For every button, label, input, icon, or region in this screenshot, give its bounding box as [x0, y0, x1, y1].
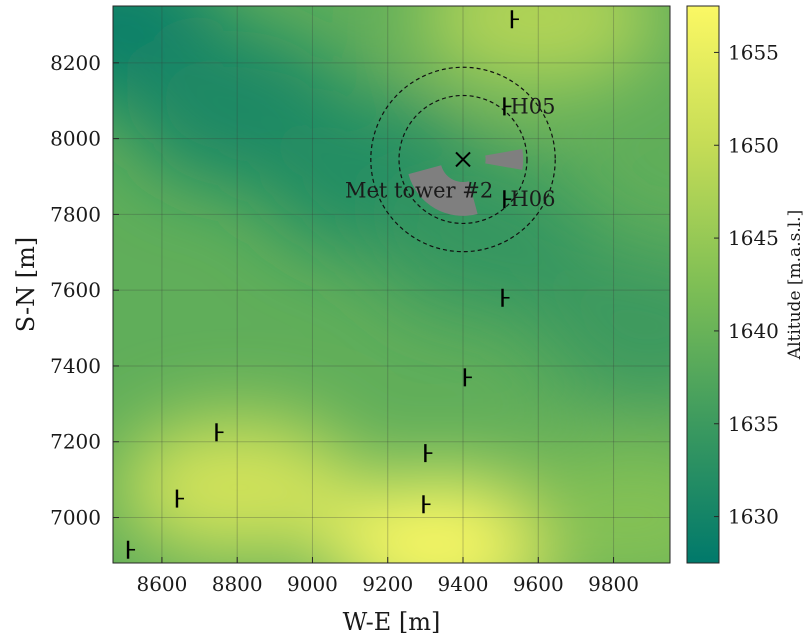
turbine-marker	[215, 423, 224, 442]
met-tower-label: Met tower #2	[345, 178, 493, 202]
turbine-marker	[126, 540, 136, 559]
turbine-marker	[424, 444, 433, 463]
x-tick-label: 8600	[136, 572, 187, 596]
colorbar-ticks: 1630 1635 1640 1645 1650 1655	[714, 40, 779, 529]
y-tick-label: 7200	[50, 430, 101, 454]
turbine-label: H05	[510, 94, 555, 118]
plot-frame	[112, 5, 671, 564]
y-tick-label: 8000	[50, 127, 101, 151]
colorbar-tick-label: 1655	[728, 40, 779, 64]
colorbar-tick-label: 1630	[728, 505, 779, 529]
terrain-high	[418, 6, 659, 88]
range-circle	[398, 94, 528, 225]
met-tower-cross	[455, 151, 471, 168]
turbine-marker	[510, 10, 519, 29]
turbine-marker	[422, 495, 431, 514]
x-tick-label: 9200	[362, 572, 413, 596]
sector-wedge	[485, 149, 524, 170]
colorbar-tick-label: 1650	[728, 133, 779, 157]
colorbar-tick-label: 1635	[728, 412, 779, 436]
plot-area: H06 H05 Met tower #2	[112, 5, 671, 564]
terrain-high	[512, 447, 670, 563]
colorbar-label: Altitude [m.a.s.l.]	[785, 210, 805, 360]
x-axis-ticks: 8600 8800 9000 9200 9400 9600 9800	[136, 557, 639, 596]
terrain-surface	[113, 6, 670, 563]
x-tick-label: 9000	[287, 572, 338, 596]
turbine-marker	[501, 288, 510, 307]
colorbar-tick-label: 1640	[728, 319, 779, 343]
y-tick-label: 7400	[50, 354, 101, 378]
turbine-markers: H06 H05	[126, 10, 555, 559]
turbine-marker	[463, 368, 472, 387]
y-tick-label: 8200	[50, 51, 101, 75]
y-tick-label: 7800	[50, 202, 101, 226]
turbine-marker: H06	[503, 187, 555, 211]
colorbar: 1630 1635 1640 1645 1650 1655 Altitude [m.a.s…	[686, 5, 805, 564]
y-axis-ticks: 7000 7200 7400 7600 7800 8000 8200	[50, 51, 119, 530]
turbine-label: H06	[510, 187, 555, 211]
terrain-low	[541, 248, 670, 409]
y-tick-label: 7600	[50, 278, 101, 302]
colorbar-gradient	[686, 5, 720, 564]
y-tick-label: 7000	[50, 506, 101, 530]
x-tick-label: 9600	[513, 572, 564, 596]
met-tower: Met tower #2	[345, 151, 493, 202]
terrain-high	[117, 417, 358, 558]
x-tick-label: 9800	[588, 572, 639, 596]
measurement-sectors	[408, 149, 524, 216]
x-axis-label: W-E [m]	[343, 608, 441, 636]
y-axis-label: S-N [m]	[12, 237, 40, 333]
colorbar-tick-label: 1645	[728, 226, 779, 250]
x-tick-label: 8800	[212, 572, 263, 596]
sector-wedge	[408, 165, 478, 216]
turbine-marker	[175, 489, 184, 508]
terrain-high	[324, 474, 565, 563]
range-circles	[370, 66, 556, 253]
range-circle	[370, 66, 556, 253]
grid-lines	[113, 6, 670, 563]
x-tick-label: 9400	[438, 572, 489, 596]
turbine-marker: H05	[503, 94, 555, 118]
